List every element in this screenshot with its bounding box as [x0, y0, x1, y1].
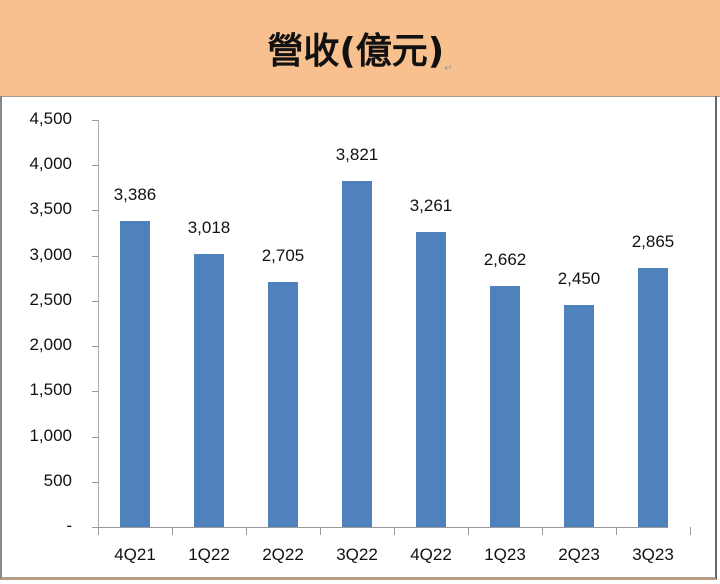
bar-2Q22: [268, 282, 298, 527]
data-label: 2,662: [483, 250, 527, 270]
x-tick-mark: [690, 527, 691, 535]
x-tick-mark: [246, 527, 247, 535]
bar-1Q22: [194, 254, 224, 527]
paragraph-return-icon: ↵: [444, 63, 453, 74]
data-label: 3,821: [335, 145, 379, 165]
y-tick-mark: [92, 436, 99, 438]
chart-frame: [0, 96, 717, 580]
data-label: 2,865: [631, 231, 675, 251]
x-tick-label: 3Q23: [632, 545, 674, 564]
y-tick-mark: [92, 391, 99, 393]
bar-3Q22: [342, 181, 372, 527]
data-label: 3,018: [187, 218, 231, 238]
y-tick-label: 3,000: [29, 244, 72, 264]
y-tick-label: -: [66, 516, 72, 535]
y-tick-mark: [92, 527, 99, 528]
y-tick-mark: [92, 255, 99, 257]
bar-1Q23: [490, 286, 520, 527]
x-tick-mark: [616, 527, 617, 535]
x-tick-label: 2Q23: [558, 545, 600, 564]
bar-4Q22: [416, 232, 446, 527]
y-tick-mark: [92, 120, 99, 121]
title-banner: 營收(億元)↵: [0, 0, 720, 97]
data-label: 3,386: [113, 184, 157, 204]
y-tick-label: 3,500: [29, 199, 72, 219]
x-tick-mark: [98, 527, 99, 535]
x-tick-label: 4Q22: [410, 545, 452, 564]
y-tick-label: 4,500: [29, 109, 72, 128]
bar-4Q21: [120, 220, 150, 527]
x-tick-label: 3Q22: [336, 545, 378, 564]
x-tick-label: 4Q21: [114, 545, 156, 564]
data-label: 2,450: [557, 269, 601, 289]
chart-title-text: 營收(億元): [267, 31, 445, 72]
y-tick-label: 1,500: [29, 380, 72, 400]
y-tick-label: 4,000: [29, 154, 72, 174]
y-tick-label: 1,000: [29, 425, 72, 445]
chart-title: 營收(億元)↵: [0, 22, 720, 74]
bar-3Q23: [638, 267, 668, 527]
y-tick-label: 2,000: [29, 335, 72, 355]
y-tick-mark: [92, 346, 99, 348]
x-tick-mark: [542, 527, 543, 535]
x-tick-mark: [468, 527, 469, 535]
y-tick-mark: [92, 165, 99, 167]
y-axis-line: [98, 120, 99, 528]
y-tick-mark: [92, 210, 99, 212]
y-tick-label: 500: [43, 470, 72, 490]
x-tick-label: 1Q22: [188, 545, 230, 564]
bar-2Q23: [564, 305, 594, 527]
data-label: 2,705: [261, 246, 305, 266]
x-tick-label: 1Q23: [484, 545, 526, 564]
y-tick-mark: [92, 481, 99, 483]
y-tick-mark: [92, 300, 99, 302]
x-tick-mark: [320, 527, 321, 535]
x-tick-mark: [394, 527, 395, 535]
x-tick-label: 2Q22: [262, 545, 304, 564]
y-tick-label: 2,500: [29, 289, 72, 309]
data-label: 3,261: [409, 196, 453, 216]
x-axis-line: [98, 527, 668, 528]
x-tick-mark: [172, 527, 173, 535]
